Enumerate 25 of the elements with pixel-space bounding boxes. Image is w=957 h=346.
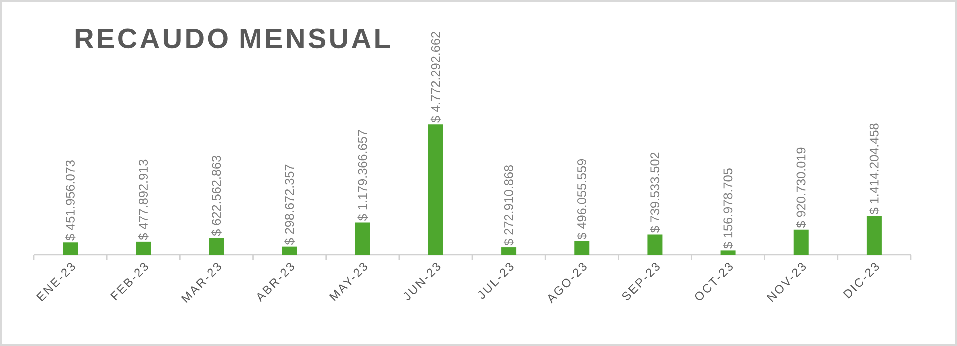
- bar: [720, 250, 736, 255]
- data-label: $ 272.910.868: [504, 165, 514, 246]
- bar: [209, 238, 224, 255]
- bar: [282, 246, 298, 255]
- bar: [428, 124, 444, 255]
- data-label: $ 4.772.292.662: [430, 32, 442, 123]
- bar: [866, 216, 882, 255]
- data-label: $ 156.978.705: [723, 168, 734, 249]
- data-label: $ 1.414.204.458: [869, 124, 880, 215]
- data-label: $ 1.179.366.657: [358, 130, 368, 222]
- bar: [794, 230, 809, 255]
- bar: [355, 222, 370, 255]
- bar: [136, 242, 152, 255]
- data-label: $ 451.956.073: [65, 160, 76, 241]
- data-label: $ 622.562.863: [212, 156, 222, 236]
- data-label: $ 298.672.357: [284, 164, 295, 246]
- bar: [63, 242, 78, 255]
- chart-title: RECAUDO MENSUAL: [76, 28, 390, 49]
- bar: [502, 248, 517, 255]
- data-label: $ 920.730.019: [796, 148, 806, 228]
- bar: [648, 234, 663, 255]
- bar: [574, 241, 590, 255]
- data-label: $ 496.055.559: [576, 159, 588, 240]
- data-label: $ 739.533.502: [650, 152, 660, 234]
- data-label: $ 477.892.913: [138, 160, 149, 240]
